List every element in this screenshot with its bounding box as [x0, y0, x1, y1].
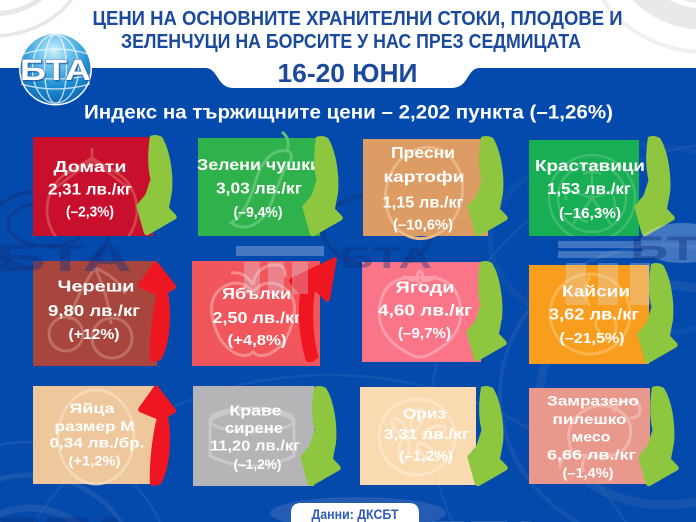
- svg-text:3,62 лв./кг: 3,62 лв./кг: [549, 307, 639, 324]
- svg-text:Домати: Домати: [54, 159, 127, 176]
- svg-text:Ориз: Ориз: [403, 406, 446, 423]
- svg-text:(–10,6%): (–10,6%): [393, 218, 453, 234]
- svg-text:4,60 лв./кг: 4,60 лв./кг: [378, 303, 472, 320]
- svg-text:6,66 лв./кг: 6,66 лв./кг: [547, 447, 636, 463]
- svg-text:Яйца: Яйца: [70, 400, 115, 416]
- svg-text:Пресни: Пресни: [391, 145, 455, 162]
- svg-text:(–16,3%): (–16,3%): [559, 206, 621, 222]
- svg-text:(–2,3%): (–2,3%): [66, 205, 114, 221]
- svg-text:9,80 лв./кг: 9,80 лв./кг: [48, 303, 140, 320]
- svg-text:картофи: картофи: [384, 169, 465, 186]
- svg-text:2,31 лв./кг: 2,31 лв./кг: [48, 182, 132, 199]
- svg-text:3,31 лв./кг: 3,31 лв./кг: [384, 426, 469, 443]
- svg-text:Индекс на тържищните цени – 2,: Индекс на тържищните цени – 2,202 пункта…: [84, 102, 613, 124]
- svg-text:(+1,2%): (+1,2%): [69, 454, 121, 469]
- svg-text:пилешко: пилешко: [553, 411, 627, 427]
- svg-text:Данни: ДКСБТ: Данни: ДКСБТ: [312, 506, 399, 522]
- svg-text:ЦЕНИ НА ОСНОВНИТЕ ХРАНИТЕЛНИ С: ЦЕНИ НА ОСНОВНИТЕ ХРАНИТЕЛНИ СТОКИ, ПЛОД…: [93, 7, 623, 30]
- svg-text:(–1,4%): (–1,4%): [563, 466, 614, 481]
- svg-text:3,03 лв./кг: 3,03 лв./кг: [216, 181, 302, 198]
- svg-text:БТА: БТА: [340, 242, 432, 275]
- svg-text:Кайсии: Кайсии: [562, 284, 630, 301]
- svg-text:11,20 лв./кг: 11,20 лв./кг: [210, 439, 300, 455]
- svg-text:16-20 ЮНИ: 16-20 ЮНИ: [278, 58, 418, 88]
- svg-text:сирене: сирене: [225, 421, 283, 437]
- svg-text:БТА: БТА: [0, 508, 136, 522]
- svg-text:размер М: размер М: [55, 418, 135, 434]
- svg-text:(+12%): (+12%): [69, 327, 120, 343]
- svg-text:Ябълки: Ябълки: [222, 286, 291, 303]
- svg-text:2,50 лв./кг: 2,50 лв./кг: [213, 310, 302, 327]
- svg-text:(–1,2%): (–1,2%): [399, 448, 453, 464]
- svg-text:(–9,7%): (–9,7%): [398, 326, 451, 342]
- svg-text:БТА: БТА: [428, 514, 548, 522]
- svg-text:ЗЕЛЕНЧУЦИ НА БОРСИТЕ У НАС ПРЕ: ЗЕЛЕНЧУЦИ НА БОРСИТЕ У НАС ПРЕЗ СЕДМИЦАТ…: [121, 30, 581, 53]
- svg-text:БТА: БТА: [22, 56, 93, 89]
- svg-text:0,34 лв./бр.: 0,34 лв./бр.: [50, 435, 145, 451]
- svg-text:(–9,4%): (–9,4%): [234, 205, 283, 221]
- svg-text:1,15 лв./кг: 1,15 лв./кг: [383, 195, 464, 212]
- svg-text:(–1,2%): (–1,2%): [234, 457, 282, 472]
- svg-text:Краве: Краве: [230, 404, 282, 420]
- svg-text:БТА: БТА: [20, 54, 91, 87]
- svg-text:Зелени чушки: Зелени чушки: [197, 157, 321, 174]
- svg-text:БТА: БТА: [630, 230, 696, 268]
- svg-text:БТА: БТА: [0, 238, 132, 280]
- svg-text:Замразено: Замразено: [547, 393, 639, 409]
- svg-text:месо: месо: [572, 429, 611, 445]
- svg-text:Череши: Череши: [58, 279, 135, 296]
- svg-text:(+4,8%): (+4,8%): [228, 333, 287, 349]
- svg-text:Краставици: Краставици: [535, 158, 645, 175]
- svg-text:(–21,5%): (–21,5%): [560, 331, 625, 347]
- svg-text:1,53 лв./кг: 1,53 лв./кг: [547, 181, 631, 198]
- svg-text:Ягоди: Ягоди: [396, 280, 455, 297]
